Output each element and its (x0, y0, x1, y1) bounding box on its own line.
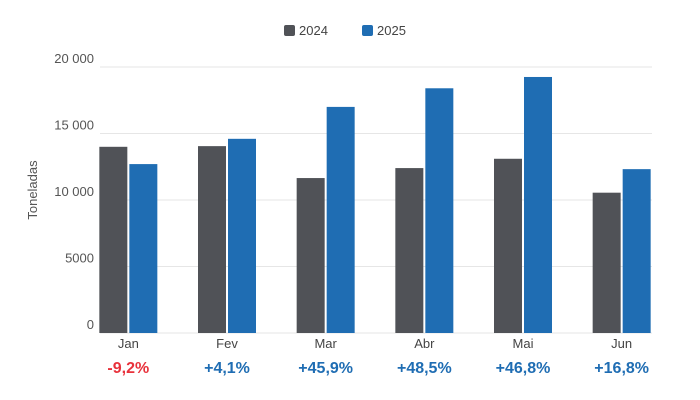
bar-2025-Mai[interactable] (524, 76, 552, 333)
legend-label-2025[interactable]: 2025 (377, 23, 406, 38)
bar-2024-Mar[interactable] (296, 178, 325, 333)
bars (99, 76, 651, 334)
growth-label: +48,5% (397, 360, 452, 377)
bar-2025-Jun[interactable] (622, 169, 651, 333)
y-axis-label: Toneladas (25, 160, 40, 220)
y-tick-label: 0 (87, 317, 94, 332)
legend-label-2024[interactable]: 2024 (299, 23, 328, 38)
x-tick-label: Jun (611, 336, 632, 351)
x-tick-label: Mar (314, 336, 337, 351)
y-axis-ticks: 0 5000 10 000 15 000 20 000 (54, 51, 94, 332)
growth-annotations: -9,2% +4,1% +45,9% +48,5% +46,8% +16,8% (107, 360, 649, 377)
growth-label: -9,2% (107, 360, 149, 377)
growth-label: +45,9% (298, 360, 353, 377)
bar-2024-Fev[interactable] (198, 146, 226, 333)
bar-2024-Jan[interactable] (99, 146, 128, 333)
bar-2025-Mar[interactable] (326, 106, 355, 334)
x-tick-label: Jan (118, 336, 139, 351)
growth-label: +46,8% (496, 360, 551, 377)
bar-2024-Abr[interactable] (395, 168, 424, 333)
bar-2025-Jan[interactable] (129, 164, 158, 333)
y-tick-label: 15 000 (54, 118, 94, 133)
x-tick-label: Fev (216, 336, 238, 351)
x-axis-labels: Jan Fev Mar Abr Mai Jun (118, 336, 632, 351)
y-tick-label: 5000 (65, 251, 94, 266)
legend[interactable]: 2024 2025 (284, 23, 406, 38)
growth-label: +16,8% (594, 360, 649, 377)
legend-swatch-2025 (362, 25, 373, 36)
y-tick-label: 10 000 (54, 184, 94, 199)
legend-swatch-2024 (284, 25, 295, 36)
y-tick-label: 20 000 (54, 51, 94, 66)
bar-2025-Fev[interactable] (228, 138, 256, 333)
x-tick-label: Mai (513, 336, 534, 351)
gridlines (100, 66, 652, 334)
bar-2024-Jun[interactable] (592, 192, 621, 333)
bar-2024-Mai[interactable] (494, 158, 522, 333)
x-tick-label: Abr (414, 336, 435, 351)
growth-label: +4,1% (204, 360, 250, 377)
bar-2025-Abr[interactable] (425, 88, 454, 333)
